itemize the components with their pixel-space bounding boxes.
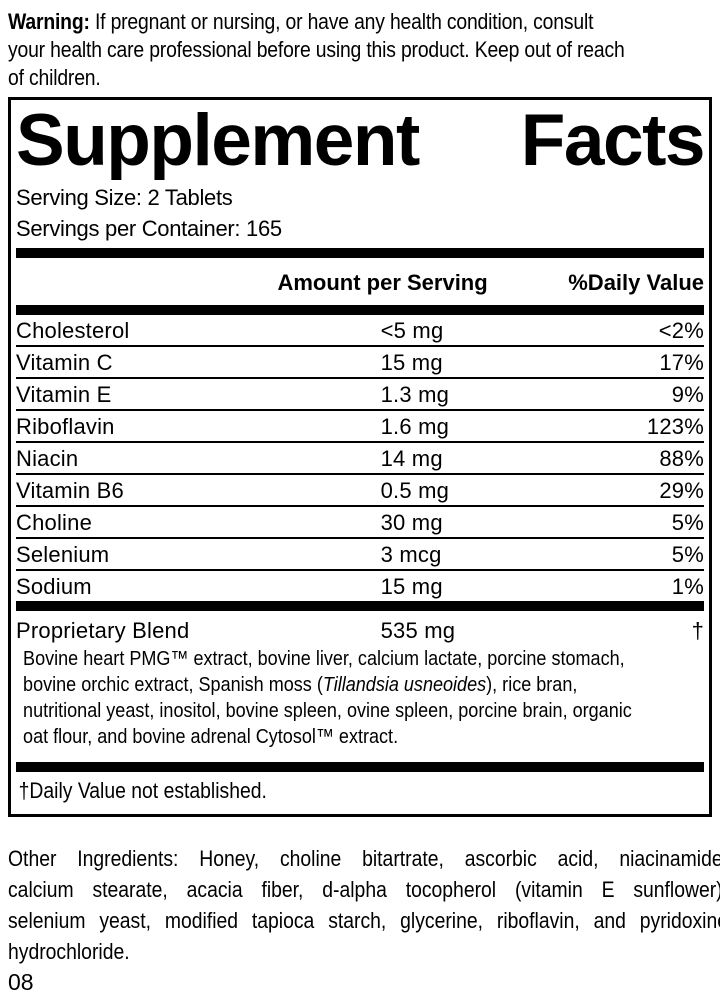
text-run: bovine orchic extract, Spanish moss (	[23, 673, 323, 696]
nutrient-daily-value: 29%	[659, 478, 704, 503]
daily-value-footnote: †Daily Value not established.	[16, 772, 707, 803]
nutrient-row: Choline 30 mg 5%	[16, 507, 704, 539]
thick-rule	[16, 305, 704, 315]
nutrient-amount: 30 mg	[380, 510, 443, 535]
text-line: oat flour, and bovine adrenal Cytosol™ e…	[23, 724, 711, 750]
nutrient-daily-value: <2%	[658, 318, 704, 343]
footnote-text: †Daily Value not established.	[18, 778, 267, 803]
nutrient-table-body: Cholesterol <5 mg <2% Vitamin C 15 mg 17…	[16, 315, 704, 601]
nutrient-row: Sodium 15 mg 1%	[16, 571, 704, 601]
panel-title-word-right: Facts	[520, 100, 706, 181]
other-ingredients-paragraph: Other Ingredients: Honey, choline bitart…	[8, 843, 720, 967]
text-run: ), rice bran,	[486, 673, 578, 696]
thick-rule	[16, 248, 704, 258]
nutrient-name: Choline	[16, 510, 93, 535]
thick-rule	[16, 762, 704, 772]
text-line: Other Ingredients: Honey, choline bitart…	[8, 846, 720, 871]
text-run: oat flour, and bovine adrenal Cytosol™ e…	[23, 725, 399, 748]
nutrient-name: Sodium	[16, 574, 92, 599]
servings-per-container: Servings per Container: 165	[16, 216, 282, 241]
nutrient-amount: 14 mg	[380, 446, 443, 471]
serving-size: Serving Size: 2 Tablets	[16, 185, 233, 210]
page-code: 08	[8, 969, 34, 995]
nutrient-amount: 1.6 mg	[380, 414, 450, 439]
thick-rule	[16, 601, 704, 611]
latin-name-italic: Tillandsia usneoides	[322, 673, 487, 696]
nutrient-daily-value: 5%	[671, 510, 704, 535]
blend-dagger: †	[691, 618, 704, 643]
blend-description: Bovine heart PMG™ extract, bovine liver,…	[16, 646, 711, 750]
warning-lines: your health care professional before usi…	[8, 36, 720, 92]
nutrient-name: Selenium	[16, 542, 110, 567]
text-run: Bovine heart PMG™ extract, bovine liver,…	[23, 647, 625, 670]
warning-paragraph: Warning: If pregnant or nursing, or have…	[8, 8, 720, 92]
text-line: bovine orchic extract, Spanish moss (Til…	[23, 672, 711, 698]
blend-name: Proprietary Blend	[16, 618, 190, 643]
nutrient-row: Vitamin E 1.3 mg 9%	[16, 379, 704, 411]
nutrient-row: Niacin 14 mg 88%	[16, 443, 704, 475]
nutrient-amount: 1.3 mg	[380, 382, 450, 407]
text-line: hydrochloride.	[8, 939, 130, 964]
nutrient-name: Riboflavin	[16, 414, 115, 439]
nutrient-name: Niacin	[16, 446, 79, 471]
nutrient-row: Riboflavin 1.6 mg 123%	[16, 411, 704, 443]
nutrient-row: Vitamin B6 0.5 mg 29%	[16, 475, 704, 507]
nutrient-row: Cholesterol <5 mg <2%	[16, 315, 704, 347]
nutrient-amount: <5 mg	[380, 318, 444, 343]
panel-title-word-left: Supplement	[16, 100, 420, 181]
panel-title: Supplement Facts	[16, 100, 706, 181]
table-header-row: Amount per Serving %Daily Value	[16, 258, 704, 305]
supplement-label: { "colors": { "text": "#000000", "backgr…	[0, 8, 720, 1001]
nutrient-row: Vitamin C 15 mg 17%	[16, 347, 704, 379]
nutrient-amount: 15 mg	[380, 574, 443, 599]
nutrient-name: Vitamin E	[16, 382, 112, 407]
text-line: your health care professional before usi…	[8, 37, 625, 62]
nutrient-amount: 0.5 mg	[380, 478, 450, 503]
serving-info: Serving Size: 2 Tablets Servings per Con…	[16, 182, 704, 244]
nutrient-row: Selenium 3 mcg 5%	[16, 539, 704, 571]
text-line: calcium stearate, acacia fiber, d-alpha …	[8, 877, 720, 902]
blend-amount: 535 mg	[380, 618, 456, 643]
warning-line: Warning: If pregnant or nursing, or have…	[8, 8, 720, 36]
text-run: nutritional yeast, inositol, bovine sple…	[23, 699, 632, 722]
supplement-facts-panel: Supplement Facts Serving Size: 2 Tablets…	[8, 97, 712, 817]
nutrient-daily-value: 5%	[671, 542, 704, 567]
text-line: of children.	[8, 65, 101, 90]
text-line: Bovine heart PMG™ extract, bovine liver,…	[23, 646, 711, 672]
nutrient-daily-value: 88%	[659, 446, 704, 471]
warning-label: Warning:	[8, 9, 90, 34]
nutrient-amount: 3 mcg	[380, 542, 442, 567]
nutrient-name: Cholesterol	[16, 318, 130, 343]
text-line: selenium yeast, modified tapioca starch,…	[8, 908, 720, 933]
header-amount-per-serving: Amount per Serving	[277, 270, 488, 295]
nutrient-daily-value: 9%	[671, 382, 704, 407]
header-daily-value: %Daily Value	[568, 270, 704, 295]
nutrient-daily-value: 1%	[671, 574, 704, 599]
nutrient-name: Vitamin C	[16, 350, 113, 375]
nutrient-daily-value: 17%	[659, 350, 704, 375]
nutrient-name: Vitamin B6	[16, 478, 124, 503]
nutrient-daily-value: 123%	[646, 414, 704, 439]
warning-text: If pregnant or nursing, or have any heal…	[89, 9, 594, 34]
proprietary-blend-row: Proprietary Blend 535 mg †	[16, 611, 704, 644]
text-line: nutritional yeast, inositol, bovine sple…	[23, 698, 711, 724]
nutrient-amount: 15 mg	[380, 350, 443, 375]
